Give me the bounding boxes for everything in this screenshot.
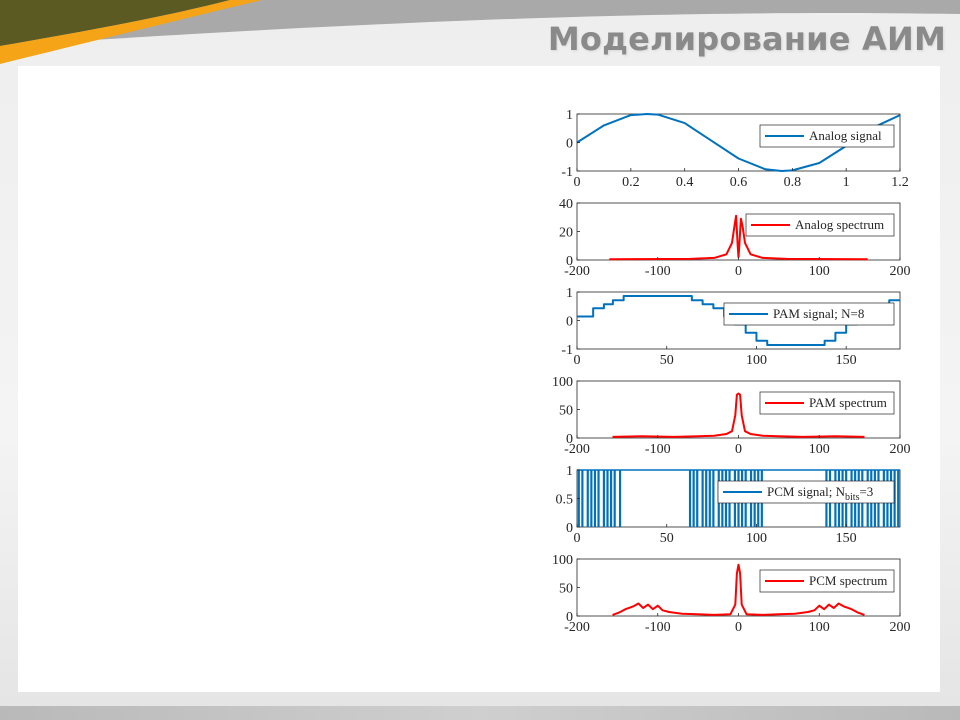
legend-label: PCM spectrum	[809, 573, 887, 588]
header-olive-swoosh	[0, 0, 230, 46]
legend-box	[759, 124, 895, 148]
legend-label: Analog signal	[809, 128, 882, 143]
legend-tail: =3	[859, 484, 873, 499]
x-tick-label: 100	[746, 531, 767, 546]
subplot-1-series-line	[576, 113, 901, 172]
x-tick-label: 100	[746, 353, 767, 368]
legend-box	[759, 391, 895, 415]
y-tick-label: 0	[566, 254, 573, 269]
y-tick-label: 0	[566, 432, 573, 447]
slide-header-decoration	[0, 0, 960, 64]
y-tick-label: 0	[566, 137, 573, 152]
subplot-6-series-line	[612, 563, 865, 616]
x-tick-label: 0	[574, 531, 581, 546]
y-tick-label: 1	[566, 108, 573, 123]
x-tick-label: -100	[645, 264, 671, 279]
y-tick-label: 1	[566, 286, 573, 301]
x-tick-label: 200	[890, 264, 911, 279]
x-tick-label: -200	[564, 620, 590, 635]
x-tick-label: 0	[735, 442, 742, 457]
x-tick-label: 0.2	[622, 175, 640, 190]
x-tick-label: 100	[809, 620, 830, 635]
x-tick-label: 50	[660, 353, 674, 368]
slide-title: Моделирование АИМ	[547, 20, 946, 58]
legend-label: PAM spectrum	[809, 395, 887, 410]
y-tick-label: 40	[559, 197, 573, 212]
x-tick-label: 150	[836, 353, 857, 368]
x-tick-label: 0	[735, 264, 742, 279]
x-tick-label: 200	[890, 442, 911, 457]
y-tick-label: 0	[566, 315, 573, 330]
x-tick-label: -100	[645, 620, 671, 635]
x-tick-label: 1	[843, 175, 850, 190]
y-tick-label: 20	[559, 226, 573, 241]
x-tick-label: 100	[809, 264, 830, 279]
x-tick-label: 0	[574, 353, 581, 368]
header-gray-swoosh	[0, 0, 960, 46]
x-tick-label: -200	[564, 264, 590, 279]
x-tick-label: 0.8	[784, 175, 802, 190]
x-tick-label: 0.4	[676, 175, 694, 190]
x-tick-label: 50	[660, 531, 674, 546]
y-tick-label: -1	[561, 165, 573, 180]
y-tick-label: 100	[552, 375, 573, 390]
plot-figure: 0 0.2 0.4 0.6 0.8 1 1.2 1 0 -1 Analog signal -200 -1…	[542, 104, 924, 650]
x-tick-label: -100	[645, 442, 671, 457]
slide-footer-bar	[0, 706, 960, 720]
y-tick-label: 0.5	[556, 493, 574, 508]
legend-subscript: bits	[845, 492, 860, 503]
x-tick-label: 0	[574, 175, 581, 190]
legend-box	[759, 569, 895, 593]
legend-box	[717, 480, 895, 504]
y-tick-label: 100	[552, 553, 573, 568]
x-tick-label: 0.6	[730, 175, 748, 190]
y-tick-label: 50	[559, 404, 573, 419]
x-tick-label: 200	[890, 620, 911, 635]
y-tick-label: 1	[566, 464, 573, 479]
x-tick-label: -200	[564, 442, 590, 457]
y-tick-label: -1	[561, 343, 573, 358]
x-tick-label: 150	[836, 531, 857, 546]
legend-box	[745, 213, 895, 237]
x-tick-label: 0	[735, 620, 742, 635]
y-tick-label: 0	[566, 521, 573, 536]
x-tick-label: 1.2	[891, 175, 909, 190]
legend-label: Analog spectrum	[795, 217, 884, 232]
y-tick-label: 0	[566, 610, 573, 625]
legend-label: PAM signal; N=8	[773, 306, 864, 321]
y-tick-label: 50	[559, 582, 573, 597]
subplot-4-series-line	[612, 392, 865, 438]
legend-box	[723, 302, 895, 326]
x-tick-label: 100	[809, 442, 830, 457]
